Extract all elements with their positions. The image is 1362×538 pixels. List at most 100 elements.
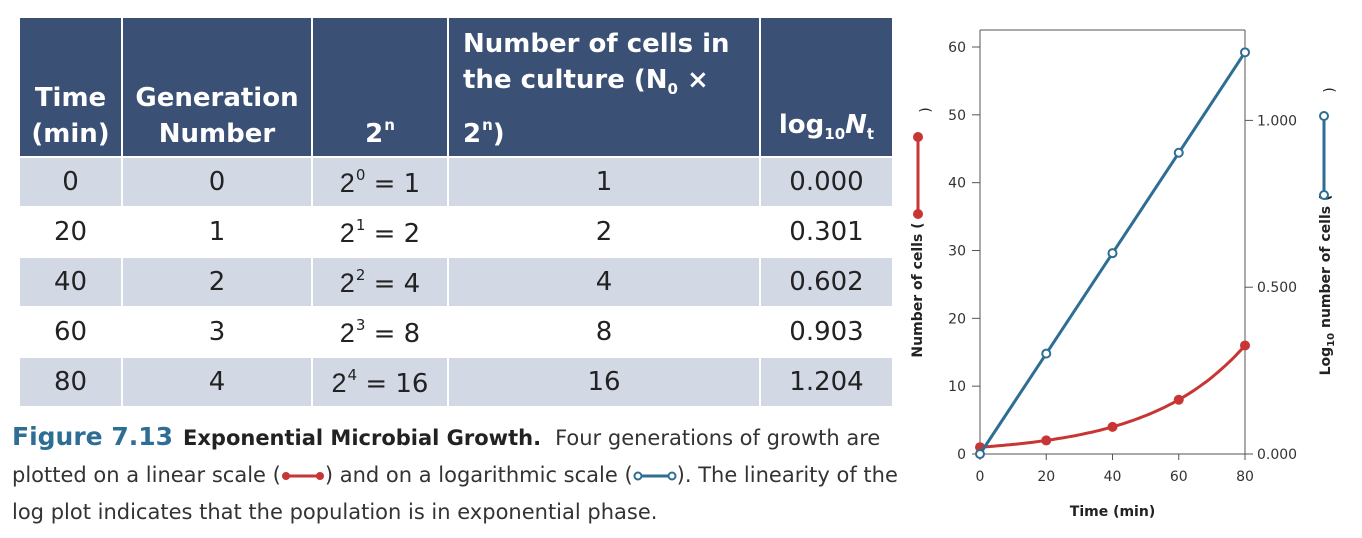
header-row: Time (min) Generation Number 2n Number o… bbox=[20, 18, 892, 157]
header-power-base: 2 bbox=[365, 119, 384, 149]
data-point-linear bbox=[1041, 435, 1052, 446]
log-key-marker bbox=[1319, 111, 1329, 121]
y-left-tick-label: 0 bbox=[957, 447, 966, 463]
cell-power-value: = 2 bbox=[373, 218, 421, 249]
cell-log: 0.602 bbox=[760, 256, 892, 307]
cell-log: 0.000 bbox=[760, 156, 892, 207]
y-right-tick-label: 0.000 bbox=[1257, 447, 1297, 463]
cell-log: 0.301 bbox=[760, 206, 892, 257]
x-tick-label: 0 bbox=[976, 469, 985, 485]
cell-log: 1.204 bbox=[760, 356, 892, 406]
cell-cells: 2 bbox=[448, 206, 761, 257]
cell-cells: 8 bbox=[448, 306, 761, 357]
cell-power-exp: 3 bbox=[355, 315, 366, 334]
y-right-axis-label: Log10 number of cells ( bbox=[1318, 195, 1337, 376]
data-point-log bbox=[1240, 47, 1250, 58]
x-axis-label: Time (min) bbox=[1070, 504, 1155, 520]
log-series-key-icon: ) bbox=[1319, 87, 1338, 200]
chart-series bbox=[975, 47, 1250, 459]
cell-time: 60 bbox=[20, 306, 123, 357]
table-row: 80 4 24 = 16 16 1.204 bbox=[20, 356, 892, 406]
cell-power-value: = 1 bbox=[373, 168, 421, 199]
header-cells: Number of cells in the culture (N0 × 2n) bbox=[448, 18, 761, 157]
caption-text-3: ). The linearity of the log plot indicat… bbox=[12, 463, 898, 524]
y-right-tick-label: 0.500 bbox=[1257, 280, 1297, 296]
y-left-tick-label: 50 bbox=[948, 108, 966, 124]
header-generation-line1: Generation bbox=[135, 83, 299, 113]
cell-power-exp: 4 bbox=[347, 365, 358, 384]
table-row: 40 2 22 = 4 4 0.602 bbox=[20, 256, 892, 307]
cell-power-exp: 1 bbox=[355, 215, 366, 234]
header-cells-line2a: the culture (N bbox=[463, 65, 668, 95]
header-time: Time (min) bbox=[20, 18, 123, 157]
cell-generation: 2 bbox=[122, 256, 313, 307]
cell-time: 40 bbox=[20, 256, 123, 307]
cell-cells: 1 bbox=[448, 156, 761, 207]
chart-axes bbox=[972, 29, 1253, 460]
cell-power: 20 = 1 bbox=[312, 156, 449, 207]
figure-caption: Figure 7.13 Exponential Microbial Growth.… bbox=[12, 418, 912, 531]
log-key-marker bbox=[1319, 190, 1329, 200]
header-cells-sup: n bbox=[482, 116, 493, 134]
header-log-varsub: t bbox=[866, 125, 875, 143]
header-power-exp: n bbox=[384, 116, 395, 134]
y-right-tick-label: 1.000 bbox=[1257, 113, 1297, 129]
chart-labels: 0 20 40 60 80 0 10 20 30 40 50 60 0.000 0.500 1.000 Tim… bbox=[910, 40, 1338, 520]
linear-key-marker bbox=[913, 209, 923, 219]
data-point-log bbox=[1107, 248, 1118, 259]
table-row: 20 1 21 = 2 2 0.301 bbox=[20, 206, 892, 257]
cell-power: 23 = 8 bbox=[312, 306, 449, 357]
cell-time: 20 bbox=[20, 206, 123, 257]
header-log-var: N bbox=[845, 110, 867, 140]
log-scale-key-icon bbox=[633, 471, 677, 481]
y-left-tick-label: 20 bbox=[948, 311, 966, 327]
y-left-tick-label: 60 bbox=[948, 40, 966, 56]
figure-number: Figure 7.13 bbox=[12, 422, 174, 451]
cell-log: 0.903 bbox=[760, 306, 892, 357]
x-tick-label: 60 bbox=[1170, 469, 1188, 485]
cell-time: 80 bbox=[20, 356, 123, 406]
cell-cells: 4 bbox=[448, 256, 761, 307]
linear-series-key-icon: ) bbox=[913, 107, 934, 219]
cell-time: 0 bbox=[20, 156, 123, 207]
y-left-tick-label: 30 bbox=[948, 244, 966, 260]
header-cells-line1: Number of cells in bbox=[463, 29, 730, 59]
x-tick-label: 40 bbox=[1104, 469, 1122, 485]
header-cells-line2c: ) bbox=[492, 119, 505, 149]
cell-power-exp: 2 bbox=[355, 265, 366, 284]
header-cells-sub: 0 bbox=[667, 80, 678, 98]
data-point-linear bbox=[1173, 394, 1184, 405]
cell-generation: 1 bbox=[122, 206, 313, 257]
data-point-log bbox=[975, 449, 985, 459]
cell-power-value: = 16 bbox=[365, 368, 429, 399]
header-time-line2: (min) bbox=[31, 119, 110, 149]
header-log-sub: 10 bbox=[824, 125, 846, 143]
cell-power: 24 = 16 bbox=[312, 356, 449, 406]
linear-key-marker bbox=[913, 132, 923, 142]
header-power: 2n bbox=[312, 18, 449, 157]
table-row: 0 0 20 = 1 1 0.000 bbox=[20, 156, 892, 207]
data-point-log bbox=[1041, 348, 1052, 359]
data-point-log bbox=[1173, 147, 1184, 158]
y-left-tick-label: 40 bbox=[948, 176, 966, 192]
header-generation-line2: Number bbox=[158, 119, 276, 149]
linear-key-close-paren: ) bbox=[918, 107, 934, 112]
cell-power: 22 = 4 bbox=[312, 256, 449, 307]
data-point-linear bbox=[1107, 421, 1118, 432]
header-log-base: log bbox=[778, 110, 825, 140]
cell-generation: 0 bbox=[122, 156, 313, 207]
log-key-close-paren: ) bbox=[1322, 87, 1338, 92]
caption-text-2: ) and on a logarithmic scale ( bbox=[324, 463, 633, 487]
table-row: 60 3 23 = 8 8 0.903 bbox=[20, 306, 892, 357]
header-generation: Generation Number bbox=[122, 18, 313, 157]
cell-power: 21 = 2 bbox=[312, 206, 449, 257]
cell-generation: 4 bbox=[122, 356, 313, 406]
data-point-linear bbox=[1240, 340, 1250, 351]
y-left-tick-label: 10 bbox=[948, 379, 966, 395]
cell-cells: 16 bbox=[448, 356, 761, 406]
cell-power-exp: 0 bbox=[355, 165, 366, 184]
cell-power-value: = 4 bbox=[373, 268, 421, 299]
header-cells-line2b: × 2 bbox=[463, 65, 709, 149]
x-tick-label: 20 bbox=[1037, 469, 1055, 485]
cell-generation: 3 bbox=[122, 306, 313, 357]
